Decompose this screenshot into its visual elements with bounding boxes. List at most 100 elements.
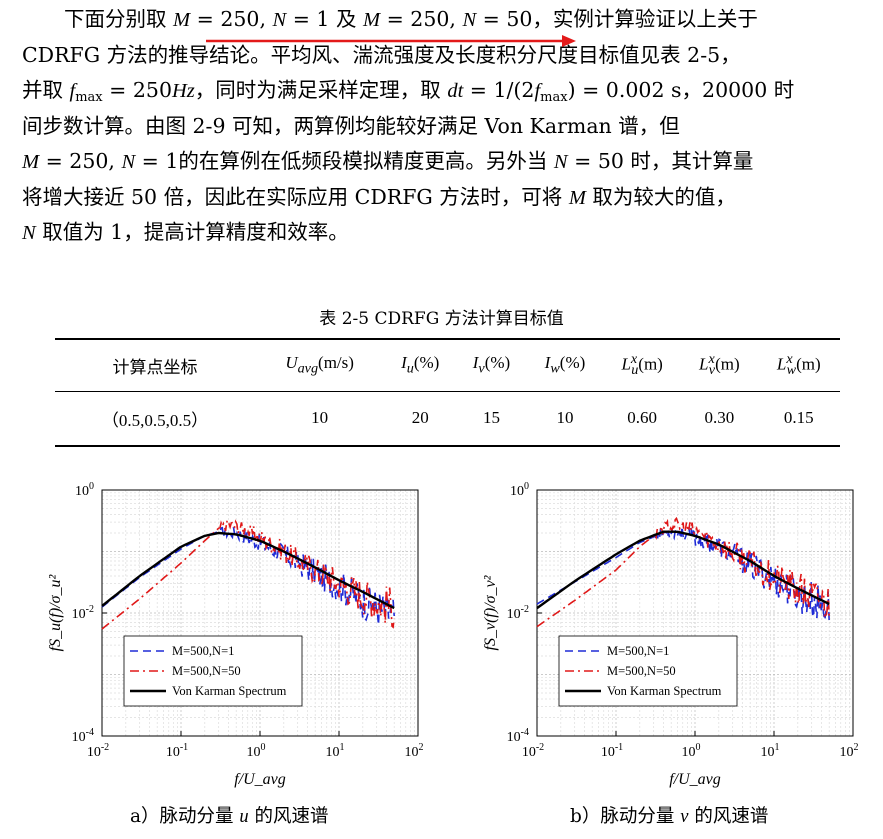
cell-coord: （0.5,0.5,0.5） bbox=[101, 410, 209, 430]
legend-label: Von Karman Spectrum bbox=[172, 684, 287, 698]
math-text: = 250 bbox=[102, 78, 172, 102]
legend-label: M=500,N=50 bbox=[172, 664, 241, 678]
cell-iw: 10 bbox=[556, 408, 574, 428]
text: ，同时为满足采样定理，取 bbox=[194, 78, 448, 102]
legend-label: M=500,N=50 bbox=[607, 664, 676, 678]
legend-label: M=500,N=1 bbox=[172, 644, 234, 658]
x-axis-label: f/U_avg bbox=[234, 771, 286, 788]
x-tick-label: 10-1 bbox=[166, 742, 188, 760]
math-sub: max bbox=[540, 90, 568, 105]
text: 取为较大的值， bbox=[585, 184, 736, 209]
figure-a-caption: a）脉动分量 u 的风速谱 bbox=[130, 806, 329, 827]
y-tick-label: 10-4 bbox=[507, 727, 529, 745]
x-tick-label: 102 bbox=[840, 742, 859, 760]
math-var: f bbox=[69, 80, 76, 102]
text: 将增大接近 50 倍，因此在实际应用 CDRFG 方法时，可将 bbox=[22, 184, 569, 209]
target-values-table: 计算点坐标 Uavg(m/s) Iu(%) Iv(%) Iw(%) Lxu(m)… bbox=[55, 338, 840, 447]
math-text: = 1/(2 bbox=[463, 78, 535, 102]
header-iu: Iu(%) bbox=[401, 353, 440, 377]
math-text: ) = 0.002 s bbox=[567, 78, 682, 102]
text: 的在算例在低频段模拟精度更高。另外当 bbox=[178, 149, 554, 173]
figure-a: 10-2 10-1 100 101 102 10-4 10-2 100 f/U_avg fS_u(… bbox=[10, 468, 440, 798]
header-uavg: Uavg(m/s) bbox=[285, 353, 354, 377]
math-var: dt bbox=[447, 80, 464, 102]
math-text: = 1 bbox=[286, 7, 330, 31]
table-row: （0.5,0.5,0.5） 10 20 15 10 0.60 0.30 0.15 bbox=[55, 391, 840, 446]
figure-b-caption: b）脉动分量 v 的风速谱 bbox=[570, 806, 769, 827]
y-tick-label: 10-2 bbox=[72, 604, 94, 622]
text: 间步数计算。由图 2-9 可知，两算例均能较好满足 Von Karman 谱，但 bbox=[22, 113, 680, 138]
cell-lv: 0.30 bbox=[704, 408, 735, 428]
math-text: = 1 bbox=[135, 149, 179, 173]
header-coord: 计算点坐标 bbox=[112, 357, 198, 378]
math-sub: max bbox=[75, 90, 103, 105]
text: ，20000 时 bbox=[681, 78, 795, 102]
y-tick-label: 10-2 bbox=[507, 604, 529, 622]
paragraph-line-3: 并取 fmax = 250Hz，同时为满足采样定理，取 dt = 1/(2fma… bbox=[22, 73, 870, 109]
y-tick-label: 100 bbox=[510, 481, 529, 499]
legend-label: Von Karman Spectrum bbox=[607, 684, 722, 698]
text: CDRFG 方法的推导结论。平均风、湍流强度及长度积分尺度目标值见表 2-5， bbox=[22, 42, 741, 67]
paragraph-line-1: 下面分别取 M = 250, N = 1 及 M = 250, N = 50，实… bbox=[22, 2, 870, 38]
y-axis-label: fS_u(f)/σ_u² bbox=[47, 573, 64, 651]
x-tick-label: 100 bbox=[682, 742, 701, 760]
math-var: M bbox=[22, 151, 40, 173]
x-tick-label: 10-2 bbox=[87, 742, 109, 760]
math-var: N bbox=[553, 151, 568, 173]
math-var: N bbox=[462, 9, 477, 31]
series-line bbox=[101, 531, 395, 610]
figure-b: 10-2 10-1 100 101 102 10-4 10-2 100 f/U_avg fS_v(… bbox=[445, 468, 875, 798]
paragraph-line-7: N 取值为 1，提高计算精度和效率。 bbox=[22, 215, 870, 251]
series-line bbox=[101, 526, 395, 626]
text: 取值为 1，提高计算精度和效率。 bbox=[35, 220, 349, 244]
header-lw: Lxw(m) bbox=[776, 351, 821, 379]
legend-label: M=500,N=1 bbox=[607, 644, 669, 658]
cell-lu: 0.60 bbox=[627, 408, 658, 428]
y-axis-label: fS_v(f)/σ_v² bbox=[482, 574, 499, 650]
math-var: N bbox=[22, 222, 36, 244]
cell-lw: 0.15 bbox=[783, 408, 814, 428]
math-text: = 50 bbox=[476, 7, 533, 31]
header-lv: Lxv(m) bbox=[699, 351, 740, 379]
series-line bbox=[536, 530, 830, 610]
cell-iu: 20 bbox=[411, 408, 429, 428]
cell-iv: 15 bbox=[482, 408, 500, 428]
header-iv: Iv(%) bbox=[472, 353, 511, 377]
math-var: N bbox=[272, 9, 287, 31]
math-text: = 250, bbox=[380, 7, 463, 31]
table-header-row: 计算点坐标 Uavg(m/s) Iu(%) Iv(%) Iw(%) Lxu(m)… bbox=[55, 339, 840, 391]
series-line bbox=[101, 519, 395, 630]
x-tick-label: 101 bbox=[326, 742, 345, 760]
math-var: M bbox=[568, 186, 586, 209]
x-tick-label: 100 bbox=[247, 742, 266, 760]
series-line bbox=[536, 516, 830, 628]
paragraph-line-6: 将增大接近 50 倍，因此在实际应用 CDRFG 方法时，可将 M 取为较大的值… bbox=[22, 180, 870, 216]
cell-uavg: 10 bbox=[311, 408, 329, 428]
x-tick-label: 101 bbox=[761, 742, 780, 760]
text: 下面分别取 bbox=[64, 7, 174, 31]
x-axis-label: f/U_avg bbox=[669, 771, 721, 788]
y-tick-label: 10-4 bbox=[72, 727, 94, 745]
x-tick-label: 102 bbox=[405, 742, 424, 760]
math-var: f bbox=[534, 80, 541, 102]
y-tick-label: 100 bbox=[75, 481, 94, 499]
header-iw: Iw(%) bbox=[544, 353, 586, 377]
text: 时，其计算量 bbox=[623, 149, 754, 173]
body-paragraph: 下面分别取 M = 250, N = 1 及 M = 250, N = 50，实… bbox=[22, 2, 870, 251]
math-text: = 50 bbox=[567, 149, 624, 173]
math-text: = 250, bbox=[190, 7, 273, 31]
math-var: N bbox=[121, 151, 136, 173]
math-text: = 250, bbox=[39, 149, 122, 173]
math-var: Hz bbox=[172, 80, 195, 102]
paragraph-line-5: M = 250, N = 1的在算例在低频段模拟精度更高。另外当 N = 50 … bbox=[22, 144, 870, 180]
table-caption: 表 2-5 CDRFG 方法计算目标值 bbox=[319, 309, 564, 329]
math-var: M bbox=[173, 9, 191, 31]
text: ，实例计算验证以上关于 bbox=[532, 7, 758, 31]
paragraph-line-4: 间步数计算。由图 2-9 可知，两算例均能较好满足 Von Karman 谱，但 bbox=[22, 109, 870, 145]
x-tick-label: 10-2 bbox=[522, 742, 544, 760]
header-lu: Lxu(m) bbox=[621, 351, 663, 379]
red-arrow-annotation bbox=[206, 35, 576, 47]
text: 并取 bbox=[22, 78, 70, 102]
paragraph-line-2: CDRFG 方法的推导结论。平均风、湍流强度及长度积分尺度目标值见表 2-5， bbox=[22, 38, 870, 74]
x-tick-label: 10-1 bbox=[601, 742, 623, 760]
